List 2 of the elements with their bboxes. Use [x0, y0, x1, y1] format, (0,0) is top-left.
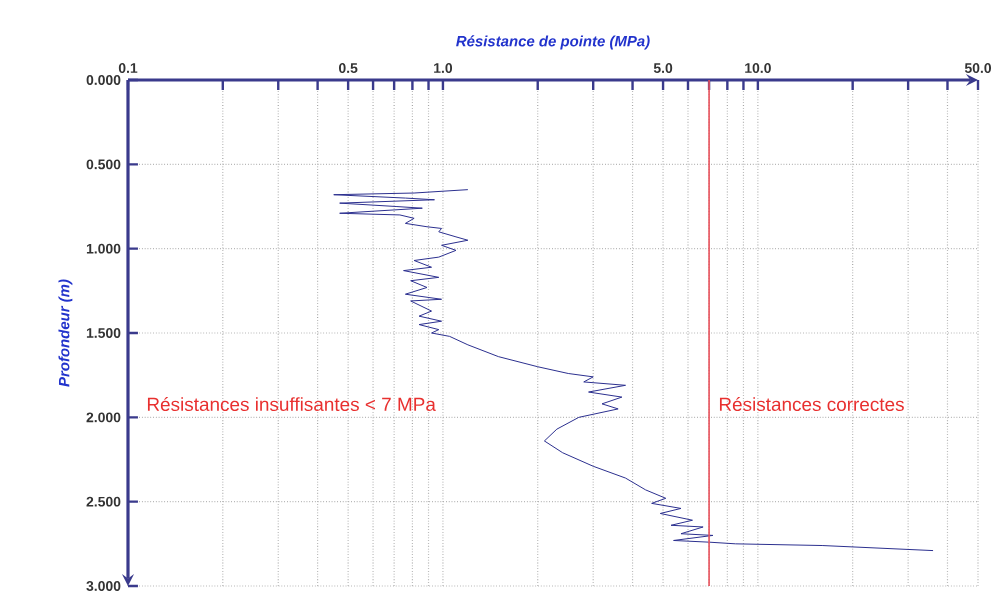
annotation: Résistances insuffisantes < 7 MPa — [147, 396, 436, 412]
annotation: Résistances correctes — [719, 396, 904, 412]
